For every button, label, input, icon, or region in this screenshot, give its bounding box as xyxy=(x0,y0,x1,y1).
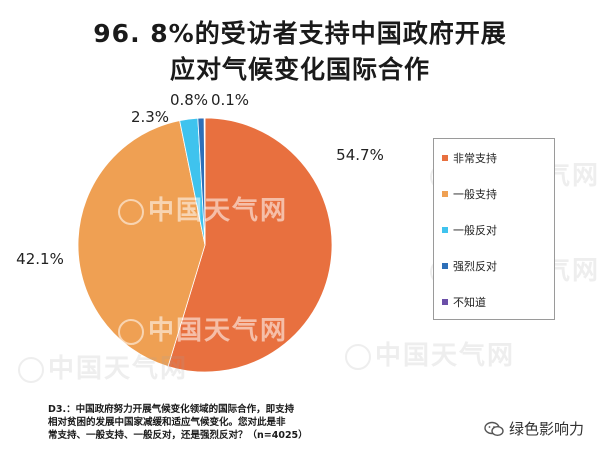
legend-label: 不知道 xyxy=(453,296,486,309)
chart-title-line-2: 应对气候变化国际合作 xyxy=(169,55,430,84)
wechat-account-name: 绿色影响力 xyxy=(509,420,585,438)
legend-label: 非常支持 xyxy=(453,152,497,165)
watermark-logo-6: 中国天气网 xyxy=(345,335,515,372)
slice-data-label: 42.1% xyxy=(16,250,64,268)
slice-data-label: 54.7% xyxy=(336,146,384,164)
legend-item: 一般反对 xyxy=(442,223,497,237)
legend-item: 非常支持 xyxy=(442,151,497,165)
watermark-logo-1: 中国天气网 xyxy=(118,190,288,227)
chart-legend: 非常支持一般支持一般反对强烈反对不知道 xyxy=(433,138,555,320)
slice-data-label: 0.1% xyxy=(211,91,249,109)
chart-title-line-1: 96. 8%的受访者支持中国政府开展 xyxy=(93,19,507,48)
legend-item: 强烈反对 xyxy=(442,259,497,273)
legend-swatch xyxy=(442,191,448,197)
footnote-line-2: 相对贫困的发展中国家减缓和适应气候变化。您对此是非 xyxy=(48,417,286,428)
slice-data-label: 2.3% xyxy=(131,108,169,126)
slice-data-label: 0.8% xyxy=(170,91,208,109)
footnote-line-1: D3.：中国政府努力开展气候变化领域的国际合作，即支持 xyxy=(48,404,295,415)
survey-question-footnote: D3.：中国政府努力开展气候变化领域的国际合作，即支持 相对贫困的发展中国家减缓… xyxy=(48,403,378,442)
legend-swatch xyxy=(442,263,448,269)
pie-slice xyxy=(167,117,333,373)
legend-label: 一般反对 xyxy=(453,224,497,237)
legend-label: 一般支持 xyxy=(453,188,497,201)
watermark-logo-2: 中国天气网 xyxy=(118,310,288,347)
legend-swatch xyxy=(442,227,448,233)
legend-item: 不知道 xyxy=(442,295,486,309)
pie-slice xyxy=(77,120,206,367)
pie-slice xyxy=(203,117,206,246)
legend-swatch xyxy=(442,155,448,161)
watermark-logo-5: 中国天气网 xyxy=(18,348,188,385)
legend-label: 强烈反对 xyxy=(453,260,497,273)
legend-item: 一般支持 xyxy=(442,187,497,201)
footnote-line-3: 常支持、一般支持、一般反对，还是强烈反对？（n=4025） xyxy=(48,430,308,441)
wechat-account-tag: 绿色影响力 xyxy=(484,418,584,439)
wechat-icon xyxy=(484,421,504,437)
legend-swatch xyxy=(442,299,448,305)
